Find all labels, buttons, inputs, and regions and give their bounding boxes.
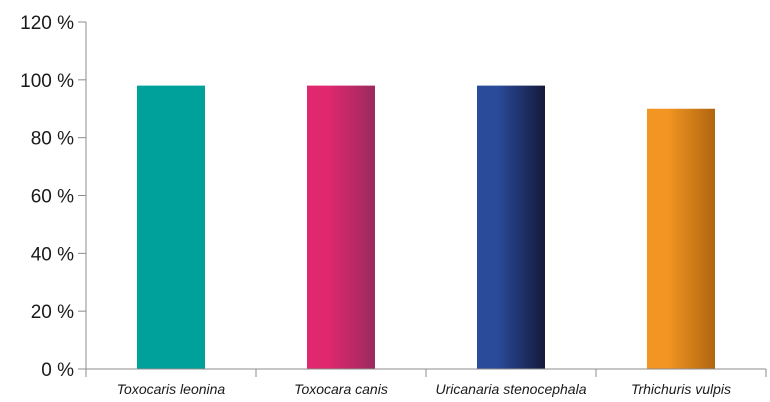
y-tick-label: 120 % bbox=[20, 13, 74, 34]
axes bbox=[85, 22, 767, 377]
bar-3 bbox=[477, 85, 545, 369]
x-category-label: Toxocara canis bbox=[294, 381, 388, 397]
x-axis-labels: Toxocaris leonina Toxocara canis Uricanari… bbox=[117, 381, 731, 397]
bar-2 bbox=[307, 85, 375, 369]
y-tick-label: 40 % bbox=[31, 244, 74, 265]
x-category-label: Uricanaria stenocephala bbox=[436, 381, 587, 397]
y-tick-label: 0 % bbox=[41, 360, 74, 381]
y-tick-label: 60 % bbox=[31, 187, 74, 208]
x-category-label: Trhichuris vulpis bbox=[631, 381, 731, 397]
y-tick-label: 20 % bbox=[31, 302, 74, 323]
x-category-label: Toxocaris leonina bbox=[117, 381, 226, 397]
bar-1 bbox=[137, 85, 205, 369]
y-tick-label: 80 % bbox=[31, 129, 74, 150]
y-axis-ticks: 0 % 20 % 40 % 60 % 80 % 100 % 120 % bbox=[20, 13, 86, 381]
bar-4 bbox=[647, 108, 715, 369]
bars bbox=[137, 85, 715, 369]
y-tick-label: 100 % bbox=[20, 71, 74, 92]
